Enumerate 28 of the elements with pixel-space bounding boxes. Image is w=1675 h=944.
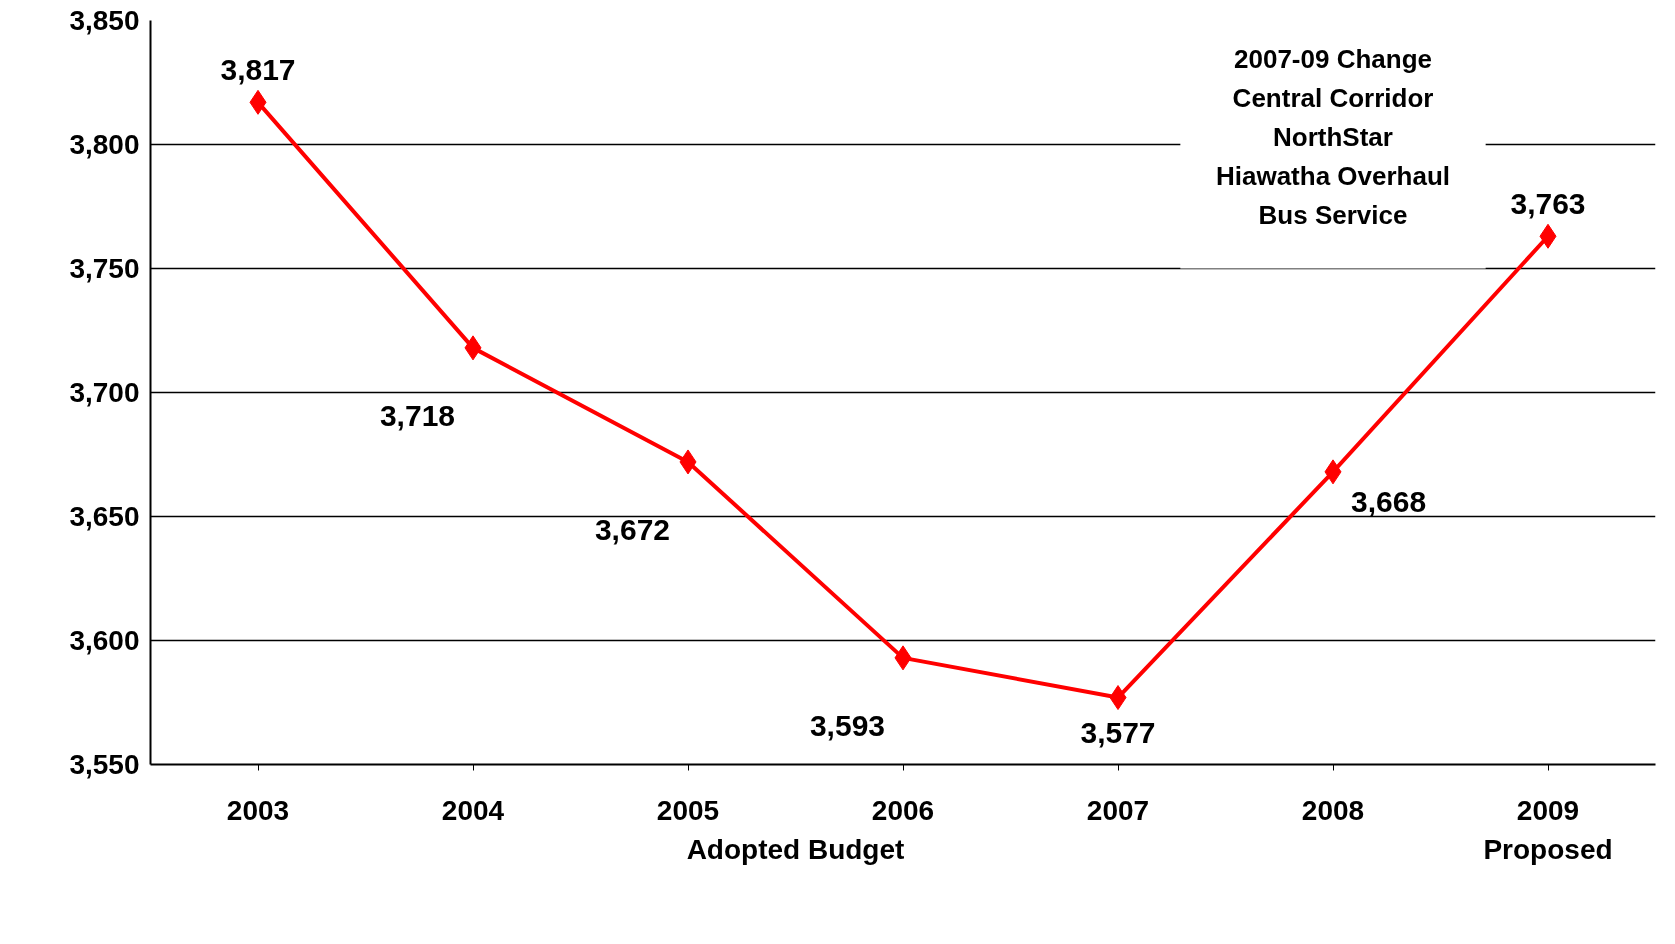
x-tick-label: 2006	[871, 794, 935, 826]
text: 3,672	[594, 512, 670, 546]
x-tick-label: 2003	[226, 794, 290, 826]
text: 3,718	[379, 398, 455, 432]
text: 3,817	[220, 53, 296, 87]
text: 3,763	[1510, 187, 1586, 221]
y-tick-label: 3,650	[69, 501, 140, 532]
text: Proposed	[1483, 833, 1613, 865]
x-tick-label: 2008	[1301, 794, 1365, 826]
text: 3,668	[1351, 484, 1427, 518]
y-tick-label: 3,700	[69, 377, 140, 408]
x-tick-label: 2007	[1086, 794, 1150, 826]
y-tick-label: 3,600	[69, 625, 140, 656]
annotation: NorthStar	[1273, 121, 1393, 152]
y-tick-label: 3,850	[69, 5, 140, 36]
y-tick-label: 3,800	[69, 129, 140, 160]
x-tick-label: 2004	[441, 794, 505, 826]
text: Adopted Budget	[686, 833, 905, 865]
text: 3,593	[809, 708, 885, 742]
annotation: Bus Service	[1258, 199, 1408, 230]
text: 3,577	[1080, 715, 1156, 749]
x-tick-label: 2009	[1516, 794, 1580, 826]
y-tick-label: 3,550	[69, 749, 140, 780]
x-tick-label: 2005	[656, 794, 720, 826]
annotation: Hiawatha Overhaul	[1215, 160, 1451, 191]
annotation: Central Corridor	[1232, 82, 1434, 113]
annotation: 2007-09 Change	[1234, 43, 1432, 74]
y-tick-label: 3,750	[69, 253, 140, 284]
